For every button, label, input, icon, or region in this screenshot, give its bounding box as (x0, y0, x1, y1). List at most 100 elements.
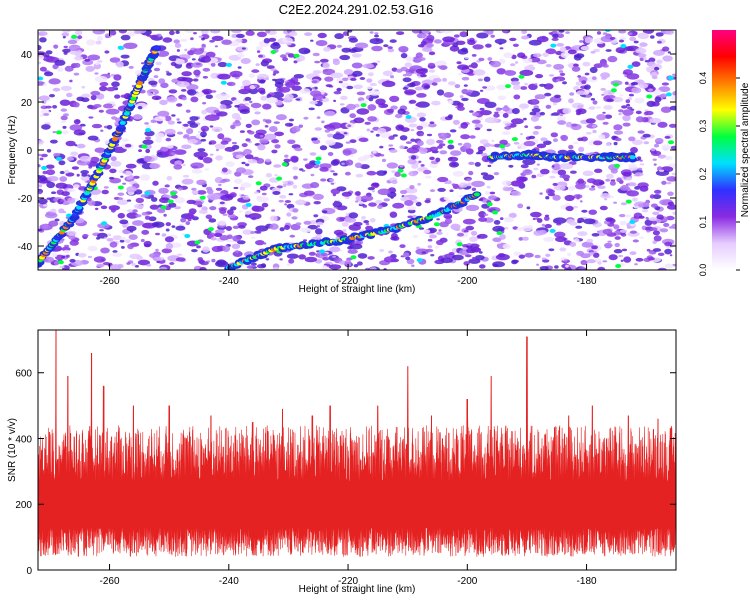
noise-blob (584, 37, 593, 44)
noise-blob (631, 81, 638, 86)
noise-blob (61, 246, 71, 252)
noise-blob (322, 69, 328, 72)
noise-blob (61, 120, 67, 124)
noise-blob (315, 40, 328, 47)
noise-blob (504, 123, 511, 127)
noise-blob (626, 103, 631, 107)
noise-hotspot (314, 160, 321, 165)
noise-blob (383, 198, 390, 202)
noise-blob (620, 259, 624, 262)
noise-blob (452, 119, 460, 125)
colorbar: 0.00.10.20.30.4 Normalized spectral ampl… (698, 30, 750, 276)
noise-blob (253, 191, 259, 194)
noise-blob (417, 182, 422, 186)
noise-blob (658, 86, 671, 92)
noise-blob (259, 90, 266, 95)
noise-blob (39, 66, 47, 72)
noise-blob (348, 48, 358, 53)
noise-hotspot (245, 202, 252, 207)
noise-blob (220, 99, 233, 106)
noise-blob (573, 141, 579, 145)
noise-hotspot (492, 210, 498, 215)
noise-blob (533, 105, 540, 109)
noise-blob (424, 85, 430, 89)
noise-blob (173, 39, 180, 44)
noise-blob (316, 116, 321, 119)
noise-blob (260, 135, 264, 138)
noise-blob (351, 53, 362, 58)
noise-blob (135, 214, 142, 218)
noise-blob (618, 39, 625, 43)
noise-blob (268, 37, 277, 42)
noise-blob (654, 137, 664, 145)
noise-blob (286, 253, 299, 259)
noise-blob (437, 176, 449, 183)
noise-blob (418, 147, 428, 154)
noise-blob (355, 173, 364, 178)
noise-blob (381, 158, 387, 163)
tick-label: 200 (15, 500, 32, 511)
noise-blob (592, 129, 597, 134)
noise-blob (638, 83, 649, 89)
tick-label: 0 (26, 566, 32, 577)
noise-blob (416, 246, 420, 250)
noise-blob (578, 266, 585, 270)
noise-blob (468, 258, 481, 264)
noise-blob (439, 143, 446, 147)
noise-blob (557, 169, 567, 176)
noise-blob (584, 84, 591, 90)
noise-blob (204, 168, 210, 171)
noise-blob (72, 102, 80, 108)
noise-blob (652, 248, 662, 252)
noise-blob (200, 138, 207, 142)
noise-blob (205, 214, 213, 220)
noise-blob (379, 249, 385, 252)
tick-label: -180 (577, 576, 597, 587)
noise-blob (38, 228, 43, 232)
noise-blob (545, 104, 552, 109)
noise-blob (196, 190, 207, 195)
noise-blob (552, 33, 559, 39)
noise-blob (174, 197, 186, 204)
noise-blob (629, 251, 637, 256)
noise-blob (44, 212, 58, 219)
noise-blob (586, 259, 596, 264)
noise-blob (105, 108, 120, 115)
noise-blob (521, 225, 533, 232)
noise-blob (423, 229, 431, 233)
noise-blob (634, 97, 645, 104)
noise-blob (187, 89, 197, 96)
noise-blob (575, 183, 586, 190)
noise-blob (614, 242, 620, 248)
noise-blob (634, 263, 638, 266)
noise-blob (209, 153, 214, 156)
noise-blob (565, 31, 570, 34)
noise-blob (672, 73, 676, 76)
noise-blob (207, 193, 220, 200)
noise-blob (518, 237, 524, 241)
noise-blob (524, 252, 534, 258)
tick-label: -180 (577, 276, 597, 287)
noise-blob (542, 259, 550, 263)
noise-blob (63, 244, 70, 248)
noise-blob (127, 209, 134, 213)
noise-blob (453, 34, 460, 38)
noise-blob (485, 191, 491, 195)
noise-blob (144, 156, 153, 161)
noise-blob (109, 168, 117, 174)
noise-blob (405, 256, 411, 261)
noise-blob (312, 193, 324, 200)
noise-blob (639, 185, 649, 192)
noise-blob (206, 188, 214, 195)
noise-blob (124, 143, 132, 148)
noise-blob (503, 187, 512, 192)
noise-blob (211, 245, 223, 253)
noise-blob (128, 65, 134, 69)
noise-blob (242, 79, 251, 87)
noise-blob (411, 264, 415, 268)
noise-blob (443, 92, 455, 98)
noise-hotspot (207, 227, 214, 232)
noise-blob (549, 175, 556, 179)
noise-blob (157, 208, 166, 214)
noise-blob (215, 260, 229, 268)
